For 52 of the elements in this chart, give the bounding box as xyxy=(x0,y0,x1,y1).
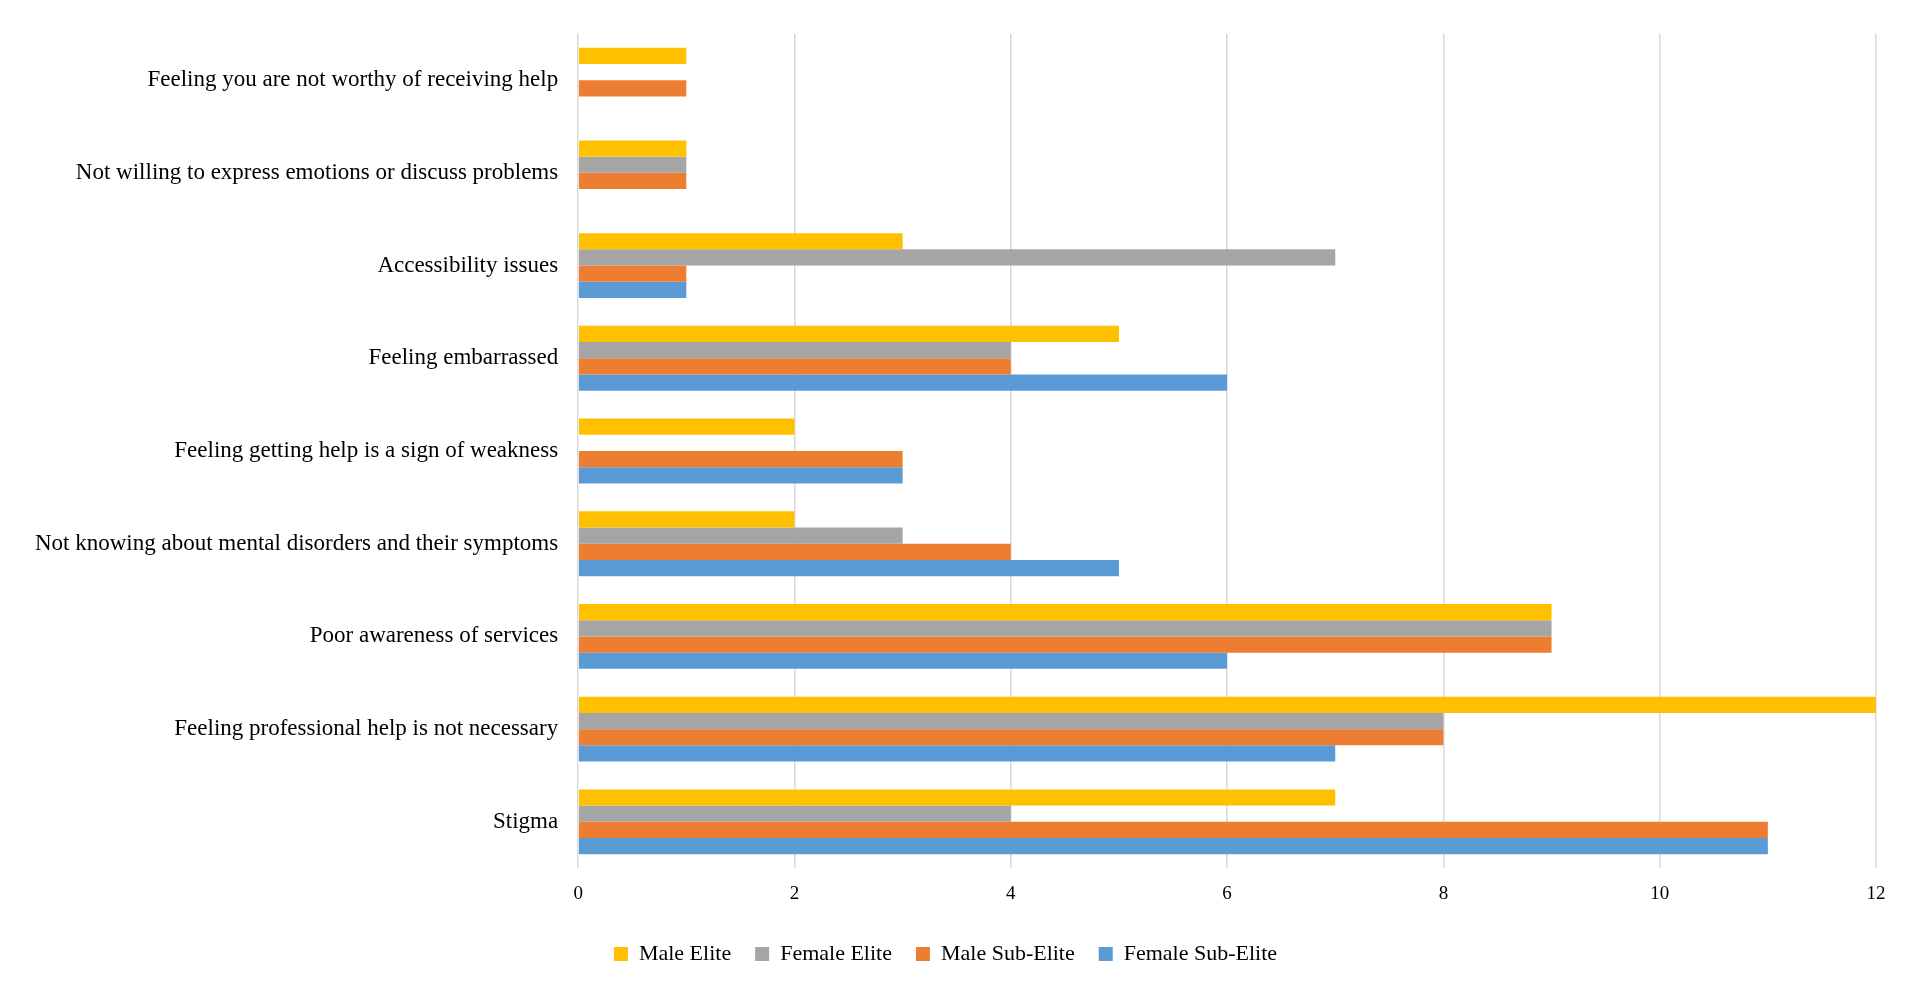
x-tick-label: 8 xyxy=(1438,881,1449,903)
legend-label: Female Elite xyxy=(780,939,892,965)
bar xyxy=(578,789,1336,806)
bar xyxy=(578,511,795,528)
bar xyxy=(578,620,1552,637)
x-tick-label: 2 xyxy=(789,881,800,903)
bar xyxy=(578,652,1228,669)
bar xyxy=(578,821,1768,839)
bar xyxy=(578,80,687,97)
x-tick-label: 0 xyxy=(573,881,583,903)
bar xyxy=(578,451,903,468)
bar xyxy=(578,358,1011,375)
bar xyxy=(578,527,903,544)
x-tick-label: 10 xyxy=(1650,881,1670,903)
bar xyxy=(578,729,1444,746)
bar xyxy=(578,342,1011,359)
y-tick-label: Feeling embarrassed xyxy=(368,344,559,370)
y-tick-label: Stigma xyxy=(493,807,559,833)
bar xyxy=(578,467,903,484)
y-tick-label: Not willing to express emotions or discuss problems xyxy=(75,158,559,184)
bar xyxy=(578,325,1119,343)
bar xyxy=(578,47,687,64)
bar xyxy=(578,559,1119,577)
bar xyxy=(578,418,795,435)
bar xyxy=(578,156,687,173)
bar xyxy=(578,838,1768,855)
y-tick-label: Feeling professional help is not necessary xyxy=(174,715,559,741)
y-tick-label: Feeling getting help is a sign of weakness xyxy=(174,437,559,463)
y-tick-label: Poor awareness of services xyxy=(309,622,559,648)
bar xyxy=(578,172,687,190)
bar xyxy=(578,696,1876,713)
bar xyxy=(578,265,687,282)
bar xyxy=(578,543,1011,560)
bar xyxy=(578,603,1552,621)
bar xyxy=(578,249,1336,266)
legend-label: Female Sub-Elite xyxy=(1123,939,1278,965)
bar xyxy=(578,233,903,250)
y-tick-label: Not knowing about mental disorders and their symptoms xyxy=(35,529,559,555)
bar xyxy=(578,281,687,299)
bar xyxy=(578,140,687,157)
bar xyxy=(578,745,1336,762)
x-tick-label: 4 xyxy=(1006,881,1017,903)
x-tick-label: 12 xyxy=(1866,881,1886,903)
bar xyxy=(578,712,1444,730)
legend-label: Male Elite xyxy=(638,939,732,965)
x-tick-label: 6 xyxy=(1222,881,1232,903)
bar xyxy=(578,374,1228,391)
legend-label: Male Sub-Elite xyxy=(940,939,1075,965)
y-tick-label: Feeling you are not worthy of receiving help xyxy=(147,66,559,92)
bar xyxy=(578,636,1552,653)
bar xyxy=(578,805,1011,822)
y-tick-label: Accessibility issues xyxy=(377,251,559,277)
